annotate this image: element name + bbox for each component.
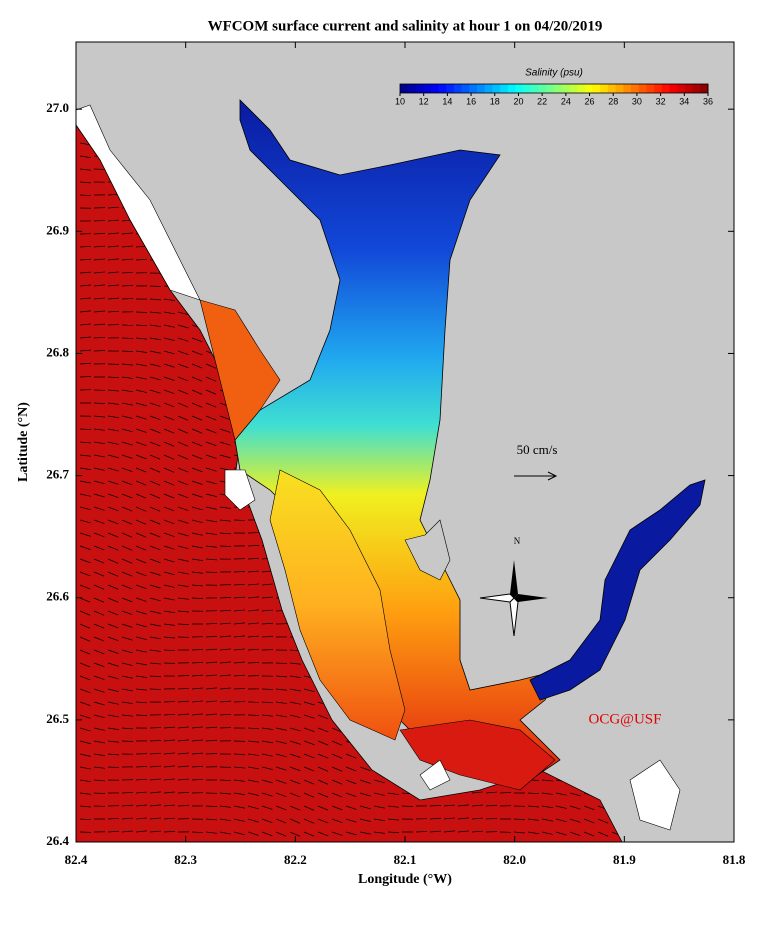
y-axis-label: Latitude (°N) bbox=[16, 402, 31, 482]
colorbar-cell bbox=[670, 84, 678, 93]
colorbar-tick-label: 22 bbox=[537, 96, 547, 106]
colorbar-cell bbox=[415, 84, 423, 93]
colorbar-cell bbox=[554, 84, 562, 93]
colorbar-cell bbox=[654, 84, 662, 93]
x-tick-label: 82.2 bbox=[284, 852, 307, 867]
colorbar-cell bbox=[523, 84, 531, 93]
colorbar-cell bbox=[623, 84, 631, 93]
colorbar-cell bbox=[677, 84, 685, 93]
colorbar-cell bbox=[408, 84, 416, 93]
x-tick-label: 82.1 bbox=[394, 852, 417, 867]
compass-label: N bbox=[514, 536, 521, 546]
colorbar-cell bbox=[469, 84, 477, 93]
colorbar-cell bbox=[577, 84, 585, 93]
colorbar-cell bbox=[562, 84, 570, 93]
colorbar-tick-label: 30 bbox=[632, 96, 642, 106]
colorbar-tick-label: 24 bbox=[561, 96, 571, 106]
colorbar-cell bbox=[546, 84, 554, 93]
colorbar-tick-label: 34 bbox=[679, 96, 689, 106]
y-tick-label: 27.0 bbox=[46, 100, 69, 115]
colorbar-cell bbox=[639, 84, 647, 93]
colorbar-label: Salinity (psu) bbox=[525, 68, 583, 79]
colorbar-cell bbox=[462, 84, 470, 93]
colorbar-tick-label: 32 bbox=[656, 96, 666, 106]
y-tick-label: 26.4 bbox=[46, 833, 69, 848]
colorbar-cell bbox=[685, 84, 693, 93]
colorbar-cell bbox=[431, 84, 439, 93]
colorbar-tick-label: 20 bbox=[513, 96, 523, 106]
colorbar-cell bbox=[616, 84, 624, 93]
colorbar-cell bbox=[585, 84, 593, 93]
colorbar-cell bbox=[446, 84, 454, 93]
colorbar-cell bbox=[500, 84, 508, 93]
colorbar-tick-label: 16 bbox=[466, 96, 476, 106]
y-tick-label: 26.9 bbox=[46, 222, 69, 237]
y-tick-label: 26.7 bbox=[46, 467, 69, 482]
x-tick-label: 82.3 bbox=[174, 852, 197, 867]
colorbar-cell bbox=[477, 84, 485, 93]
colorbar-cell bbox=[531, 84, 539, 93]
colorbar-tick-label: 18 bbox=[490, 96, 500, 106]
colorbar-cell bbox=[593, 84, 601, 93]
colorbar-cell bbox=[693, 84, 701, 93]
colorbar-tick-label: 26 bbox=[585, 96, 595, 106]
colorbar-cell bbox=[439, 84, 447, 93]
colorbar-cell bbox=[508, 84, 516, 93]
colorbar-tick-label: 28 bbox=[608, 96, 618, 106]
colorbar-cell bbox=[662, 84, 670, 93]
colorbar-tick-label: 10 bbox=[395, 96, 405, 106]
colorbar-cell bbox=[646, 84, 654, 93]
colorbar-cell bbox=[516, 84, 524, 93]
colorbar-cell bbox=[492, 84, 500, 93]
scale-label: 50 cm/s bbox=[517, 442, 558, 457]
colorbar-tick-label: 12 bbox=[419, 96, 429, 106]
colorbar-cell bbox=[485, 84, 493, 93]
credit: OCG@USF bbox=[588, 711, 661, 727]
y-tick-label: 26.6 bbox=[46, 589, 69, 604]
colorbar-cell bbox=[539, 84, 547, 93]
y-tick-label: 26.8 bbox=[46, 344, 69, 359]
colorbar-tick-label: 36 bbox=[703, 96, 713, 106]
x-tick-label: 82.0 bbox=[503, 852, 526, 867]
colorbar-cell bbox=[608, 84, 616, 93]
x-tick-label: 82.4 bbox=[65, 852, 88, 867]
colorbar-cell bbox=[400, 84, 408, 93]
map-title: WFCOM surface current and salinity at ho… bbox=[208, 18, 603, 34]
colorbar-cell bbox=[423, 84, 431, 93]
colorbar-cell bbox=[454, 84, 462, 93]
colorbar-cell bbox=[600, 84, 608, 93]
colorbar-cell bbox=[700, 84, 708, 93]
x-tick-label: 81.8 bbox=[723, 852, 746, 867]
colorbar-tick-label: 14 bbox=[442, 96, 452, 106]
colorbar-cell bbox=[631, 84, 639, 93]
x-tick-label: 81.9 bbox=[613, 852, 636, 867]
y-tick-label: 26.5 bbox=[46, 711, 69, 726]
colorbar-cell bbox=[569, 84, 577, 93]
x-axis-label: Longitude (°W) bbox=[358, 872, 452, 887]
